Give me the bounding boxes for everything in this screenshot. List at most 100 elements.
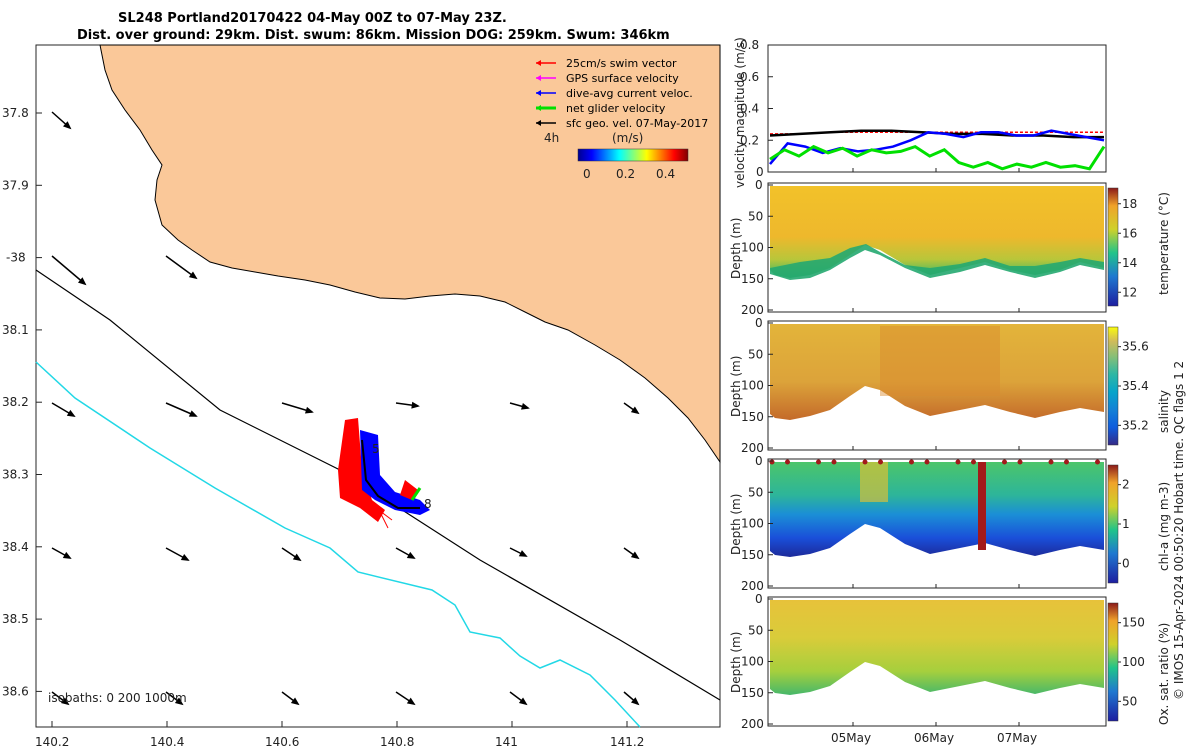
depth-tick-label: 200 xyxy=(741,717,764,731)
legend-arrowhead xyxy=(536,120,541,126)
depth-tick-label: 100 xyxy=(741,517,764,531)
surface-velocity-arrows xyxy=(51,111,640,706)
colorbar-tick: 0.2 xyxy=(616,167,635,181)
depth-tick-label: 150 xyxy=(741,686,764,700)
depth-tick-label: 0 xyxy=(755,178,763,192)
swim-vectors-red-small xyxy=(400,480,418,500)
chla-surface-dot xyxy=(1048,459,1054,465)
arrow-head xyxy=(518,550,528,557)
temperature-cold-layer xyxy=(770,244,1104,280)
map-x-axis: 140.2 140.4 140.6 140.8 141 141.2 xyxy=(35,721,644,749)
depth-tick-label: 100 xyxy=(741,241,764,255)
arrow-head xyxy=(60,697,70,706)
isobaths-label: isobaths: 0 200 1000m xyxy=(48,691,187,705)
arrow-head xyxy=(630,406,640,415)
net-glider-velocity-arrow xyxy=(410,487,422,501)
chla-surface-dot xyxy=(909,459,914,465)
salinity-high-core xyxy=(880,326,1000,396)
map-x-tick-label: 141 xyxy=(495,735,518,749)
chla-surface-dot xyxy=(1095,459,1100,465)
colorbar-tick-label: 14 xyxy=(1122,256,1137,270)
arrow-head xyxy=(518,697,528,706)
map-y-tick-label: -38 xyxy=(6,251,26,265)
colorbar-tick-label: 1 xyxy=(1122,517,1130,531)
chla-section xyxy=(770,462,1104,557)
arrow-head xyxy=(521,402,530,410)
velocity-y-tick-label: 0.8 xyxy=(740,38,759,52)
legend-label: GPS surface velocity xyxy=(566,72,679,85)
legend-label: 25cm/s swim vector xyxy=(566,57,677,70)
temperature-colorbar xyxy=(1107,187,1119,307)
colorbar-tick-label: 50 xyxy=(1122,694,1137,708)
colorbar-tick-label: 150 xyxy=(1122,616,1145,630)
chla-surface-dot xyxy=(816,459,821,465)
colorbar-tick-label: 0 xyxy=(1122,556,1130,570)
arrow-head xyxy=(630,697,640,706)
depth-tick-label: 100 xyxy=(741,655,764,669)
colorbar-tick-label: 16 xyxy=(1122,226,1137,240)
depth-axis-label: Depth (m) xyxy=(729,218,743,279)
oxygen-section xyxy=(770,600,1104,695)
depth-tick-label: 0 xyxy=(755,316,763,330)
arrow-head xyxy=(63,121,72,130)
depth-tick-label: 50 xyxy=(748,485,763,499)
map-y-tick-label: 38.4 xyxy=(2,540,29,554)
time-tick-label: 05May xyxy=(831,731,871,745)
chla-surface-dot xyxy=(769,459,775,465)
arrow-head xyxy=(411,401,420,409)
time-tick-label: 07May xyxy=(997,731,1037,745)
map-x-tick-label: 140.6 xyxy=(265,735,299,749)
depth-tick-label: 200 xyxy=(741,579,764,593)
colorbar-tick: 0 xyxy=(583,167,591,181)
depth-tick-label: 200 xyxy=(741,441,764,455)
legend-arrowhead xyxy=(536,90,541,96)
arrow-head xyxy=(188,410,198,417)
colorbar-label: temperature (°C) xyxy=(1157,192,1171,295)
depth-axis-label: Depth (m) xyxy=(729,632,743,693)
velocity-ylabel: velocity magnitude (m/s) xyxy=(733,37,747,188)
map-y-tick-label: 38.3 xyxy=(2,468,29,482)
colorbar-tick-label: 2 xyxy=(1122,478,1130,492)
time-step-label: 4h xyxy=(544,131,559,145)
depth-tick-label: 50 xyxy=(748,347,763,361)
velocity-series xyxy=(769,129,1106,171)
arrow-head xyxy=(174,697,184,706)
velocity-series-line xyxy=(769,144,1106,171)
map-y-tick-label: 38.6 xyxy=(2,684,29,698)
arrow-head xyxy=(406,551,416,559)
legend-arrowhead xyxy=(536,105,541,111)
velocity-panel: 0 0.2 0.4 0.6 0.8 velocity magnitude (m/s) xyxy=(733,37,1107,188)
chla-surface-dot xyxy=(785,459,790,465)
surface-velocity-arrow xyxy=(51,255,86,285)
chla-surface-dot xyxy=(1017,459,1023,465)
colorbar-tick-label: 35.4 xyxy=(1122,379,1149,393)
velocity-y-axis: 0 0.2 0.4 0.6 0.8 xyxy=(740,38,773,179)
salinity-colorbar xyxy=(1107,326,1119,446)
glider-track: 5 8 xyxy=(338,418,432,529)
net-track-line xyxy=(361,439,420,509)
map-y-tick-label: 38.5 xyxy=(2,612,29,626)
oxygen-panel xyxy=(767,596,1107,727)
legend-label: dive-avg current veloc. xyxy=(566,87,693,100)
velocity-y-tick-label: 0.6 xyxy=(740,70,759,84)
colorbar-unit: (m/s) xyxy=(612,131,643,145)
salinity-panel xyxy=(767,320,1107,451)
map-y-tick-label: 37.8 xyxy=(2,106,29,120)
map-y-tick-label: 38.1 xyxy=(2,323,29,337)
colorbar-tick-label: 35.6 xyxy=(1122,340,1149,354)
map-x-tick-label: 140.4 xyxy=(150,735,184,749)
chla-surface-dot xyxy=(971,459,976,465)
chla-surface-dot xyxy=(1002,459,1007,465)
chla-colorbar xyxy=(1107,464,1119,584)
map-y-tick-label: 37.9 xyxy=(2,178,29,192)
velocity-y-tick-label: 0 xyxy=(756,165,764,179)
colorbar-label: salinity xyxy=(1157,390,1171,433)
colorbar-tick-label: 100 xyxy=(1122,655,1145,669)
colorbar-tick-label: 18 xyxy=(1122,197,1137,211)
depth-tick-label: 150 xyxy=(741,272,764,286)
depth-tick-label: 0 xyxy=(755,592,763,606)
track-label-5: 5 xyxy=(372,442,380,456)
arrow-head xyxy=(304,406,314,414)
